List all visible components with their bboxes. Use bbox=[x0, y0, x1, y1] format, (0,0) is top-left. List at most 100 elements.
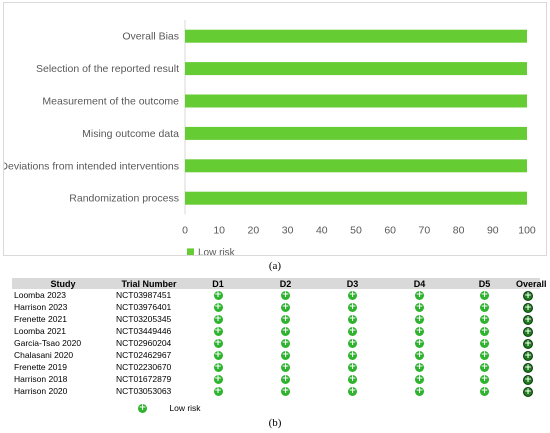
low-risk-icon: + bbox=[213, 290, 223, 301]
judgement-cell: + bbox=[516, 301, 540, 313]
table-row: Chalasani 2020 NCT02462967 + + + + + + bbox=[12, 349, 540, 361]
judgement-cell: + bbox=[319, 361, 386, 373]
low-risk-icon: + bbox=[348, 314, 357, 325]
judgement-cell: + bbox=[252, 289, 319, 301]
low-risk-icon: + bbox=[415, 338, 424, 349]
bar bbox=[185, 62, 527, 76]
low-risk-icon: + bbox=[213, 302, 223, 313]
table-row: Frenette 2021 NCT03205345 + + + + + + bbox=[12, 313, 540, 325]
bar bbox=[185, 191, 527, 205]
low-risk-icon: + bbox=[281, 290, 290, 301]
low-risk-icon: + bbox=[281, 338, 290, 349]
low-risk-icon: + bbox=[213, 386, 223, 397]
table-row: Harrison 2020 NCT03053063 + + + + + + bbox=[12, 385, 540, 397]
study-cell: Loomba 2021 bbox=[14, 326, 66, 336]
column-header: D2 bbox=[279, 278, 292, 289]
judgement-cell: + bbox=[516, 325, 540, 337]
low-risk-icon: + bbox=[348, 362, 357, 373]
low-risk-icon: + bbox=[213, 326, 223, 337]
low-risk-icon: + bbox=[213, 374, 223, 385]
judgement-cell: + bbox=[516, 373, 540, 385]
judgement-cell: + bbox=[252, 361, 319, 373]
trial-number-cell: NCT02230670 bbox=[116, 362, 172, 372]
x-tick-label: 60 bbox=[384, 224, 396, 236]
judgement-cell: + bbox=[184, 361, 252, 373]
trial-number-cell: NCT03205345 bbox=[116, 314, 172, 324]
low-risk-icon: + bbox=[480, 386, 489, 397]
low-risk-legend-icon: + bbox=[138, 403, 147, 414]
legend-swatch bbox=[187, 248, 194, 255]
judgement-cell: + bbox=[252, 385, 319, 397]
table-body: Loomba 2023 NCT03987451 + + + + + + Harrison 202… bbox=[12, 289, 540, 397]
judgement-cell: + bbox=[252, 349, 319, 361]
category-label: Randomization process bbox=[69, 193, 179, 205]
judgement-cell: + bbox=[386, 361, 453, 373]
judgement-cell: + bbox=[184, 313, 252, 325]
judgement-cell: + bbox=[386, 301, 453, 313]
low-risk-icon: + bbox=[415, 302, 424, 313]
x-tick-label: 80 bbox=[453, 224, 465, 236]
x-tick-label: 10 bbox=[213, 224, 225, 236]
study-cell: Frenette 2021 bbox=[14, 314, 67, 324]
low-risk-icon: + bbox=[213, 314, 223, 325]
trial-number-cell: NCT03987451 bbox=[116, 290, 172, 300]
low-risk-icon: + bbox=[415, 290, 424, 301]
trial-number-cell: NCT01672879 bbox=[116, 374, 172, 384]
judgement-cell: + bbox=[319, 301, 386, 313]
bar bbox=[185, 159, 527, 173]
judgement-cell: + bbox=[453, 301, 516, 313]
low-risk-icon: + bbox=[348, 350, 357, 361]
trial-number-cell: NCT02960204 bbox=[116, 338, 172, 348]
judgement-cell: + bbox=[453, 325, 516, 337]
judgement-cell: + bbox=[252, 373, 319, 385]
judgement-cell: + bbox=[516, 361, 540, 373]
column-header: Overall bbox=[516, 278, 547, 289]
study-cell: Loomba 2023 bbox=[14, 290, 66, 300]
category-label: Selection of the reported result bbox=[36, 63, 179, 75]
judgement-cell: + bbox=[516, 289, 540, 301]
low-risk-icon: + bbox=[281, 362, 290, 373]
low-risk-icon: + bbox=[415, 374, 424, 385]
judgement-cell: + bbox=[386, 373, 453, 385]
study-cell: Harrison 2020 bbox=[14, 386, 68, 396]
bar-chart: Overall Bias Selection of the reported re… bbox=[4, 20, 536, 255]
bar bbox=[185, 94, 527, 108]
judgement-cell: + bbox=[453, 337, 516, 349]
judgement-cell: + bbox=[386, 289, 453, 301]
judgement-cell: + bbox=[453, 373, 516, 385]
study-cell: Harrison 2023 bbox=[14, 302, 68, 312]
low-risk-icon: + bbox=[480, 314, 489, 325]
table-row: Garcia-Tsao 2020 NCT02960204 + + + + + + bbox=[12, 337, 540, 349]
x-tick-label: 0 bbox=[182, 224, 188, 236]
table-legend-label: Low risk bbox=[169, 403, 201, 413]
table-header-row: Study Trial Number D1 D2 D3 D4 D5 Overall bbox=[12, 278, 547, 289]
x-tick-label: 30 bbox=[282, 224, 294, 236]
judgement-cell: + bbox=[516, 385, 540, 397]
column-header: Study bbox=[50, 278, 76, 289]
judgement-cell: + bbox=[386, 337, 453, 349]
bar bbox=[185, 29, 527, 43]
judgement-cell: + bbox=[184, 301, 252, 313]
judgement-cell: + bbox=[184, 337, 252, 349]
low-risk-icon: + bbox=[480, 302, 489, 313]
caption-a: (a) bbox=[268, 260, 282, 272]
low-risk-icon: + bbox=[523, 290, 533, 301]
low-risk-icon: + bbox=[348, 326, 357, 337]
bar bbox=[185, 126, 527, 140]
low-risk-icon: + bbox=[480, 338, 489, 349]
study-cell: Harrison 2018 bbox=[14, 374, 68, 384]
study-cell: Frenette 2019 bbox=[14, 362, 67, 372]
table-legend: + Low risk bbox=[138, 403, 201, 414]
judgement-cell: + bbox=[453, 361, 516, 373]
category-label: Measurement of the outcome bbox=[42, 96, 179, 108]
column-header: Trial Number bbox=[121, 278, 177, 289]
low-risk-icon: + bbox=[213, 338, 223, 349]
judgement-cell: + bbox=[319, 385, 386, 397]
column-header: D3 bbox=[346, 278, 359, 289]
x-tick-label: 90 bbox=[487, 224, 499, 236]
low-risk-icon: + bbox=[348, 374, 357, 385]
low-risk-icon: + bbox=[281, 326, 290, 337]
legend-label: Low risk bbox=[198, 247, 236, 255]
column-header: D5 bbox=[478, 278, 491, 289]
low-risk-icon: + bbox=[523, 350, 533, 361]
